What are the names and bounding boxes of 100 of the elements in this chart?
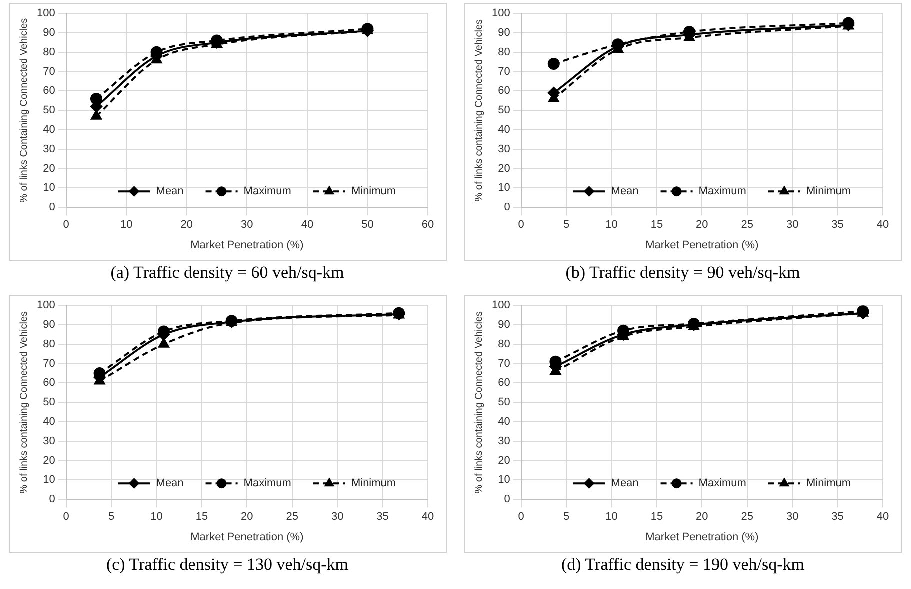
text: (b) Traffic density = 90 veh/sq-km bbox=[566, 263, 800, 283]
y-tick-label: 50 bbox=[42, 396, 55, 409]
x-tick-label: 0 bbox=[518, 511, 524, 524]
y-axis-title: % of links containing Connected Vehicles bbox=[474, 19, 485, 202]
x-tick-label: 15 bbox=[650, 219, 664, 232]
y-tick-label: 100 bbox=[36, 300, 55, 312]
x-tick-label: 10 bbox=[606, 511, 618, 524]
x-tick-label: 10 bbox=[120, 219, 132, 232]
x-tick-label: 25 bbox=[741, 219, 754, 232]
y-tick-label: 20 bbox=[42, 162, 55, 175]
legend-label: Maximum bbox=[243, 186, 291, 198]
text: (c) Traffic density = 130 veh/sq-km bbox=[106, 555, 349, 575]
y-tick-label: 20 bbox=[498, 162, 510, 175]
y-tick-label: 70 bbox=[42, 358, 55, 370]
x-tick-label: 10 bbox=[150, 511, 162, 524]
y-tick-label: 80 bbox=[498, 46, 510, 58]
x-tick-label: 40 bbox=[876, 511, 890, 524]
x-tick-label: 35 bbox=[832, 511, 844, 524]
y-tick-label: 80 bbox=[498, 338, 510, 350]
x-tick-label: 10 bbox=[606, 219, 618, 232]
y-tick-label: 50 bbox=[498, 104, 510, 117]
y-tick-label: 90 bbox=[42, 319, 55, 332]
x-axis-title: Market Penetration (%) bbox=[646, 239, 759, 252]
y-tick-label: 10 bbox=[498, 182, 510, 194]
y-tick-label: 0 bbox=[48, 494, 55, 506]
y-tick-label: 10 bbox=[42, 182, 55, 194]
text: (a) Traffic density = 60 veh/sq-km bbox=[110, 263, 344, 283]
y-tick-label: 0 bbox=[48, 202, 55, 214]
x-axis-title: Market Penetration (%) bbox=[646, 531, 759, 544]
y-tick-label: 30 bbox=[42, 143, 55, 156]
x-tick-label: 5 bbox=[108, 511, 114, 524]
y-tick-label: 30 bbox=[498, 143, 510, 156]
y-tick-label: 10 bbox=[42, 474, 55, 486]
y-tick-label: 60 bbox=[42, 85, 55, 98]
legend-label: Minimum bbox=[350, 478, 396, 490]
x-axis-title: Market Penetration (%) bbox=[190, 531, 304, 544]
y-tick-label: 50 bbox=[42, 104, 55, 117]
y-tick-label: 30 bbox=[42, 435, 55, 448]
x-tick-label: 50 bbox=[361, 219, 374, 232]
x-tick-label: 0 bbox=[62, 219, 69, 232]
legend-label: Mean bbox=[611, 186, 639, 198]
x-tick-label: 5 bbox=[563, 219, 570, 232]
x-tick-label: 30 bbox=[786, 511, 799, 524]
x-tick-label: 30 bbox=[786, 219, 799, 232]
x-axis-title: Market Penetration (%) bbox=[190, 239, 304, 252]
y-axis-title: % of links containing Connected Vehicles bbox=[18, 311, 30, 494]
y-tick-label: 90 bbox=[498, 319, 510, 332]
x-tick-label: 15 bbox=[195, 511, 208, 524]
legend-label: Maximum bbox=[698, 186, 746, 198]
x-tick-label: 5 bbox=[563, 511, 570, 524]
x-tick-label: 40 bbox=[876, 219, 890, 232]
y-axis-title: % of links containing Connected Vehicles bbox=[474, 311, 485, 494]
y-tick-label: 80 bbox=[42, 338, 55, 350]
x-tick-label: 0 bbox=[62, 511, 69, 524]
x-tick-label: 25 bbox=[286, 511, 298, 524]
legend-label: Minimum bbox=[806, 478, 852, 490]
x-tick-label: 0 bbox=[518, 219, 524, 232]
y-tick-label: 0 bbox=[504, 202, 510, 214]
y-tick-label: 20 bbox=[498, 454, 510, 467]
x-tick-label: 40 bbox=[300, 219, 314, 232]
y-tick-label: 40 bbox=[498, 416, 510, 428]
y-tick-label: 80 bbox=[42, 46, 55, 58]
legend-label: Minimum bbox=[350, 186, 396, 198]
y-tick-label: 70 bbox=[498, 66, 510, 78]
y-tick-label: 10 bbox=[498, 474, 510, 486]
x-tick-label: 35 bbox=[832, 219, 844, 232]
y-tick-label: 100 bbox=[36, 8, 55, 20]
y-tick-label: 0 bbox=[504, 494, 510, 506]
legend-label: Mean bbox=[611, 478, 639, 490]
x-tick-label: 60 bbox=[421, 219, 434, 232]
y-axis-title: % of links Containing Connected Vehicles bbox=[18, 18, 30, 203]
y-tick-label: 100 bbox=[492, 300, 510, 312]
y-tick-label: 70 bbox=[498, 358, 510, 370]
legend-label: Maximum bbox=[698, 478, 746, 490]
y-tick-label: 40 bbox=[42, 416, 55, 428]
x-tick-label: 30 bbox=[330, 511, 344, 524]
y-tick-label: 20 bbox=[42, 454, 55, 467]
x-tick-label: 20 bbox=[696, 219, 708, 232]
x-tick-label: 20 bbox=[696, 511, 708, 524]
y-tick-label: 40 bbox=[498, 124, 510, 136]
x-tick-label: 20 bbox=[240, 511, 253, 524]
y-tick-label: 40 bbox=[42, 124, 55, 136]
x-tick-label: 35 bbox=[376, 511, 388, 524]
y-tick-label: 100 bbox=[492, 8, 510, 20]
y-tick-label: 50 bbox=[498, 396, 510, 409]
legend-label: Mean bbox=[156, 478, 184, 490]
y-tick-label: 60 bbox=[42, 377, 55, 390]
x-tick-label: 20 bbox=[180, 219, 193, 232]
y-tick-label: 60 bbox=[498, 377, 510, 390]
x-tick-label: 25 bbox=[741, 511, 754, 524]
y-tick-label: 60 bbox=[498, 85, 510, 98]
y-tick-label: 90 bbox=[42, 27, 55, 40]
y-tick-label: 90 bbox=[498, 27, 510, 40]
x-tick-label: 15 bbox=[650, 511, 664, 524]
legend-label: Maximum bbox=[243, 478, 291, 490]
x-tick-label: 40 bbox=[421, 511, 434, 524]
y-tick-label: 30 bbox=[498, 435, 510, 448]
legend-label: Minimum bbox=[806, 186, 852, 198]
x-tick-label: 30 bbox=[240, 219, 253, 232]
text: (d) Traffic density = 190 veh/sq-km bbox=[561, 555, 804, 575]
